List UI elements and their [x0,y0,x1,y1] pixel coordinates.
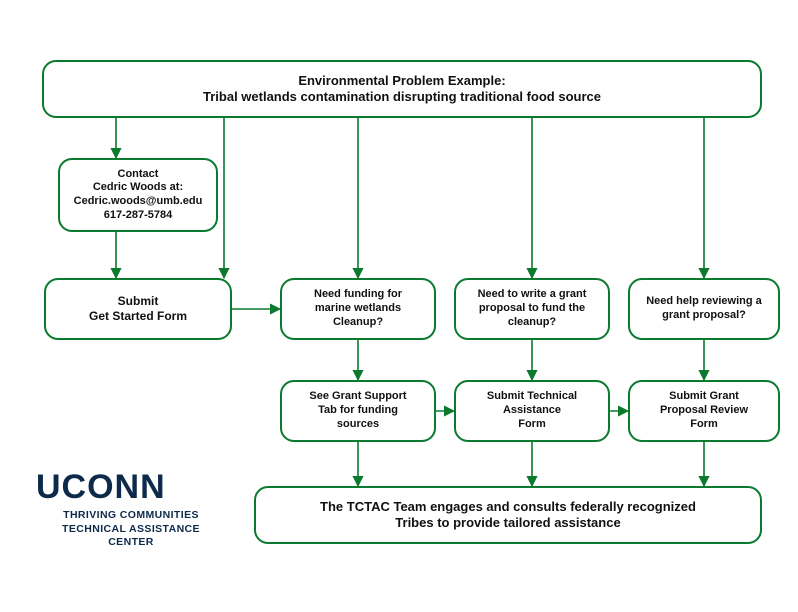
node-need-write: Need to write a grant proposal to fund t… [454,278,610,340]
submit-ta-l3: Form [518,418,546,430]
need-funding-l3: Cleanup? [333,316,383,328]
node-header: Environmental Problem Example: Tribal we… [42,60,762,118]
logo-sub2: TECHNICAL ASSISTANCE [62,523,200,535]
need-review-l2: grant proposal? [662,309,746,321]
contact-l2: Cedric Woods at: [93,181,183,193]
header-line1: Environmental Problem Example: [298,73,505,88]
footer-l2: Tribes to provide tailored assistance [395,515,620,530]
submit-review-l2: Proposal Review [660,404,748,416]
submit-ta-l1: Submit Technical [487,390,577,402]
node-see-grant: See Grant Support Tab for funding source… [280,380,436,442]
uconn-logo: UCONN THRIVING COMMUNITIES TECHNICAL ASS… [36,468,226,550]
submit-start-l2: Get Started Form [89,309,187,323]
node-contact: Contact Cedric Woods at: Cedric.woods@um… [58,158,218,232]
submit-ta-l2: Assistance [503,404,561,416]
logo-sub3: CENTER [108,536,154,548]
node-submit-review: Submit Grant Proposal Review Form [628,380,780,442]
node-footer: The TCTAC Team engages and consults fede… [254,486,762,544]
need-write-l3: cleanup? [508,316,556,328]
node-submit-start: Submit Get Started Form [44,278,232,340]
need-review-l1: Need help reviewing a [646,295,762,307]
header-line2: Tribal wetlands contamination disrupting… [203,89,601,104]
contact-l3: Cedric.woods@umb.edu [74,195,203,207]
need-write-l1: Need to write a grant [478,288,587,300]
node-submit-ta: Submit Technical Assistance Form [454,380,610,442]
see-grant-l2: Tab for funding [318,404,398,416]
submit-review-l3: Form [690,418,718,430]
contact-l1: Contact [118,168,159,180]
see-grant-l3: sources [337,418,379,430]
see-grant-l1: See Grant Support [309,390,406,402]
need-funding-l1: Need funding for [314,288,402,300]
need-write-l2: proposal to fund the [479,302,585,314]
need-funding-l2: marine wetlands [315,302,401,314]
submit-start-l1: Submit [118,294,159,308]
node-need-review: Need help reviewing a grant proposal? [628,278,780,340]
footer-l1: The TCTAC Team engages and consults fede… [320,499,696,514]
submit-review-l1: Submit Grant [669,390,739,402]
logo-sub1: THRIVING COMMUNITIES [63,509,199,521]
node-need-funding: Need funding for marine wetlands Cleanup… [280,278,436,340]
contact-l4: 617-287-5784 [104,209,173,221]
logo-main: UCONN [36,468,226,507]
